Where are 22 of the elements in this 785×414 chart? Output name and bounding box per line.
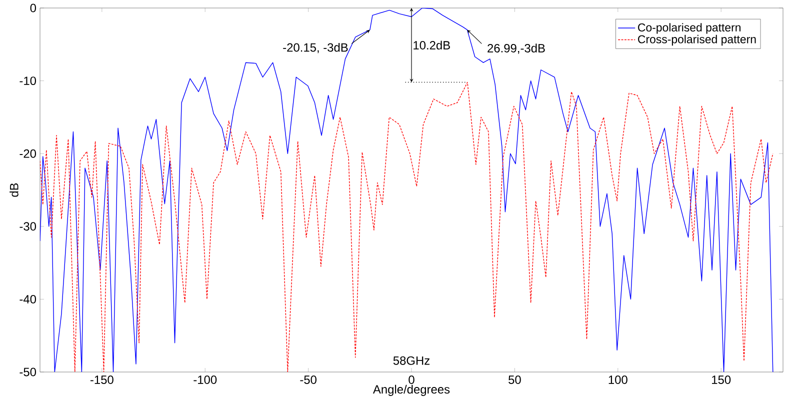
y-tick-label: -50 <box>20 368 36 376</box>
annotation: 26.99,-3dB <box>488 44 545 54</box>
y-axis-title: dB <box>10 183 18 197</box>
x-tick-label: 0 <box>408 376 414 384</box>
y-tick-label: -20 <box>20 149 36 158</box>
x-tick-label: 150 <box>712 376 731 384</box>
legend-label: Cross-polarised pattern <box>638 34 756 46</box>
legend-label: Co-polarised pattern <box>638 23 740 34</box>
x-tick-label: 50 <box>508 376 521 384</box>
x-tick-label: -100 <box>194 376 217 384</box>
y-tick-label: -10 <box>20 76 36 86</box>
x-tick-label: 100 <box>608 376 628 384</box>
x-tick-label: -150 <box>90 376 114 384</box>
x-axis-title: Angle/degrees <box>372 384 450 396</box>
y-tick-label: -40 <box>20 294 36 304</box>
annotation: -20.15, -3dB <box>283 42 348 54</box>
annotation: 10.2dB <box>414 40 450 50</box>
x-tick-label: -50 <box>300 376 316 384</box>
y-tick-label: -30 <box>20 222 36 231</box>
line-series <box>40 82 774 372</box>
y-tick-label: 0 <box>30 4 36 12</box>
annotation: 58GHz <box>393 356 430 365</box>
